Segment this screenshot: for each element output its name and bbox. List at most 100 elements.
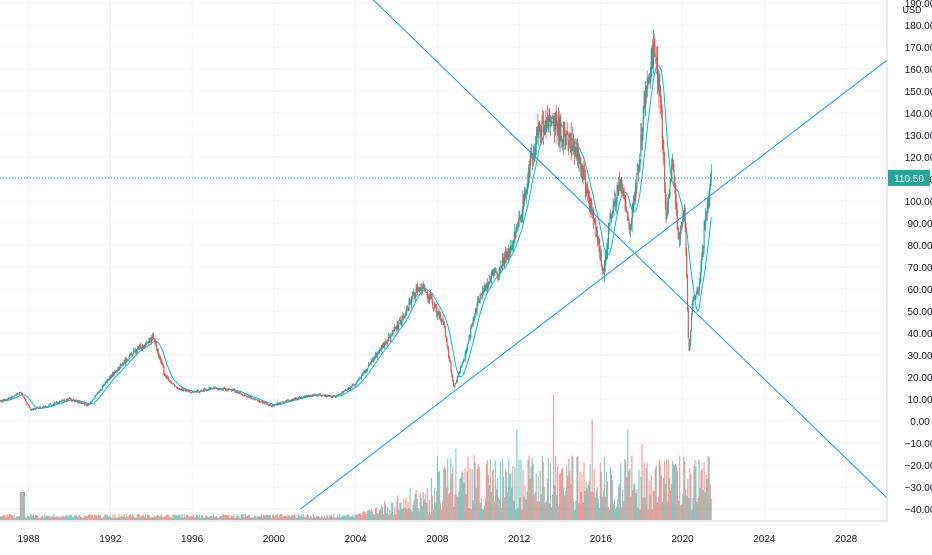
- candle-body: [476, 305, 478, 311]
- volume-bar: [520, 459, 522, 520]
- candle-body: [654, 52, 656, 57]
- candle-body: [239, 392, 241, 393]
- candle-body: [697, 290, 699, 292]
- volume-bar: [565, 490, 567, 520]
- trend-line[interactable]: [372, 0, 888, 499]
- volume-bar: [91, 515, 94, 520]
- candle-body: [179, 388, 181, 390]
- candle-body: [538, 123, 540, 139]
- volume-bar: [165, 515, 167, 520]
- volume-bar: [101, 517, 103, 520]
- candle-body: [705, 212, 707, 224]
- candle-body: [13, 396, 15, 398]
- candle-body: [157, 349, 159, 354]
- volume-bar: [47, 515, 49, 520]
- candle-body: [643, 98, 645, 114]
- candle-body: [213, 387, 215, 389]
- volume-bar: [641, 443, 643, 520]
- volume-bar: [119, 517, 121, 520]
- volume-bar: [357, 514, 359, 520]
- volume-bar: [455, 448, 457, 520]
- volume-bar: [288, 514, 290, 520]
- candle-body: [164, 373, 166, 376]
- volume-bar: [368, 509, 370, 520]
- volume-bar: [503, 476, 505, 520]
- volume-bar: [321, 516, 324, 520]
- candle-body: [307, 395, 309, 397]
- volume-bar: [442, 501, 444, 520]
- time-axis[interactable]: 1988 1992 1996 2000 2004 2008 2012 2016 2020 2024…: [0, 520, 887, 545]
- candle-body: [54, 403, 56, 404]
- volume-bar: [527, 459, 529, 520]
- trendline-layer[interactable]: [300, 0, 888, 510]
- candle-body: [230, 389, 232, 390]
- candle-body: [596, 230, 598, 240]
- candle-body: [30, 408, 32, 411]
- candle-body: [145, 344, 147, 346]
- volume-bar: [152, 517, 154, 520]
- candle-body: [427, 296, 429, 298]
- volume-bar: [596, 487, 598, 520]
- volume-bar: [313, 516, 316, 520]
- volume-bar: [282, 516, 284, 520]
- volume-bar: [523, 496, 525, 520]
- volume-bar: [317, 515, 320, 520]
- volume-bar: [540, 494, 542, 520]
- candle-body: [46, 406, 48, 408]
- volume-bar: [516, 429, 518, 520]
- candle-body: [309, 395, 311, 396]
- volume-bar: [681, 504, 683, 520]
- volume-bar: [120, 515, 122, 520]
- trend-line[interactable]: [300, 59, 888, 510]
- candle-body: [72, 399, 74, 401]
- volume-bar: [691, 509, 693, 520]
- volume-bar: [495, 488, 498, 520]
- candle-body: [451, 370, 453, 376]
- candle-body: [200, 390, 202, 392]
- candle-body: [540, 131, 542, 137]
- candle-body: [58, 402, 60, 404]
- volume-bar: [257, 516, 260, 520]
- volume-bar: [62, 515, 64, 520]
- candle-body: [583, 166, 585, 172]
- candle-body: [679, 230, 681, 240]
- candle-body: [19, 392, 21, 394]
- volume-bar: [296, 517, 298, 520]
- volume-bar: [445, 468, 447, 520]
- volume-bar: [666, 501, 669, 520]
- volume-bar: [78, 514, 80, 520]
- volume-bar: [460, 477, 462, 520]
- candle-body: [77, 401, 79, 403]
- candle-body: [653, 41, 655, 50]
- candle-body: [355, 383, 357, 385]
- candle-body: [675, 201, 678, 210]
- candle-body: [640, 134, 642, 157]
- candle-body: [124, 360, 126, 364]
- volume-bar: [430, 478, 433, 520]
- candle-body: [242, 394, 244, 396]
- candle-body: [186, 389, 188, 392]
- candle-body: [241, 393, 243, 395]
- candle-body: [159, 356, 161, 358]
- volume-bar: [532, 463, 534, 520]
- volume-bar: [432, 509, 435, 520]
- volume-bar: [685, 489, 687, 520]
- volume-bar: [428, 499, 430, 520]
- volume-bar: [378, 510, 381, 520]
- candle-body: [560, 121, 562, 139]
- volume-bar: [81, 517, 84, 520]
- candle-body: [576, 147, 578, 157]
- price-axis[interactable]: 190.00180.00170.00160.00150.00140.00130.…: [0, 0, 932, 521]
- volume-bar: [515, 509, 517, 520]
- candle-body: [463, 359, 465, 361]
- candle-body: [411, 296, 413, 298]
- volume-bar: [52, 516, 54, 520]
- volume-bar: [678, 501, 680, 520]
- volume-bar: [241, 514, 243, 520]
- candle-body: [387, 341, 389, 343]
- volume-bar: [218, 517, 220, 520]
- volume-bar: [307, 514, 309, 520]
- candle-body: [306, 396, 308, 397]
